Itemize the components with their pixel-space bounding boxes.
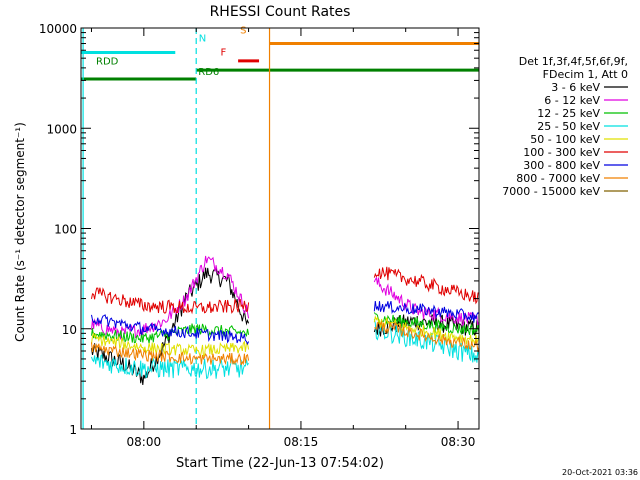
x-axis-label: Start Time (22-Jun-13 07:54:02) [176, 456, 384, 471]
instrument-flags [81, 42, 479, 81]
axes: 08:00 08:15 08:30 1 10 100 1000 10000 [39, 22, 479, 449]
y-tick-label: 10000 [39, 22, 77, 36]
series-line [374, 321, 479, 352]
legend-label: 800 - 7000 keV [516, 172, 600, 185]
plot-frame [80, 27, 480, 430]
y-tick-label: 10 [62, 323, 77, 337]
timestamp: 20-Oct-2021 03:36 [562, 468, 638, 477]
flag-label: RD6 [198, 67, 219, 78]
flag-label: RDD [96, 57, 119, 68]
flag-label: N [199, 34, 206, 45]
legend-label: 300 - 800 keV [523, 159, 600, 172]
y-tick-label: 100 [54, 223, 77, 237]
x-tick-label: 08:15 [284, 435, 319, 449]
legend-label: 100 - 300 keV [523, 146, 600, 159]
legend-label: 50 - 100 keV [530, 133, 600, 146]
legend-header-line-2: FDecim 1, Att 0 [543, 68, 628, 81]
legend-label: 7000 - 15000 keV [502, 185, 600, 198]
series-line [373, 266, 479, 305]
x-tick-label: 08:00 [127, 435, 162, 449]
legend-label: 6 - 12 keV [544, 94, 600, 107]
chart-title: RHESSI Count Rates [210, 4, 351, 20]
y-tick-label: 1 [69, 423, 77, 437]
series-line [373, 276, 479, 327]
series-line [91, 314, 250, 346]
series-line [373, 312, 479, 336]
series-line [373, 318, 479, 363]
series-line [91, 287, 250, 315]
series-line [373, 300, 479, 323]
series-line [91, 255, 250, 340]
legend-header-line-1: Det 1f,3f,4f,5f,6f,9f, [519, 55, 628, 68]
legend: Det 1f,3f,4f,5f,6f,9f, FDecim 1, Att 0 3… [502, 55, 628, 198]
legend-label: 3 - 6 keV [551, 81, 600, 94]
series-line [91, 342, 250, 366]
flag-label: F [221, 48, 227, 59]
series-line [373, 314, 479, 346]
series-lines [91, 255, 479, 386]
legend-label: 12 - 25 keV [537, 107, 600, 120]
flag-label: S [240, 26, 246, 37]
series-line [91, 331, 250, 359]
legend-label: 25 - 50 keV [537, 120, 600, 133]
y-tick-label: 1000 [46, 122, 77, 136]
x-tick-label: 08:30 [441, 435, 476, 449]
y-axis-label: Count Rate (s⁻¹ detector segment⁻¹) [13, 122, 27, 342]
flag-labels: N S F RDD RD6 [96, 26, 247, 78]
